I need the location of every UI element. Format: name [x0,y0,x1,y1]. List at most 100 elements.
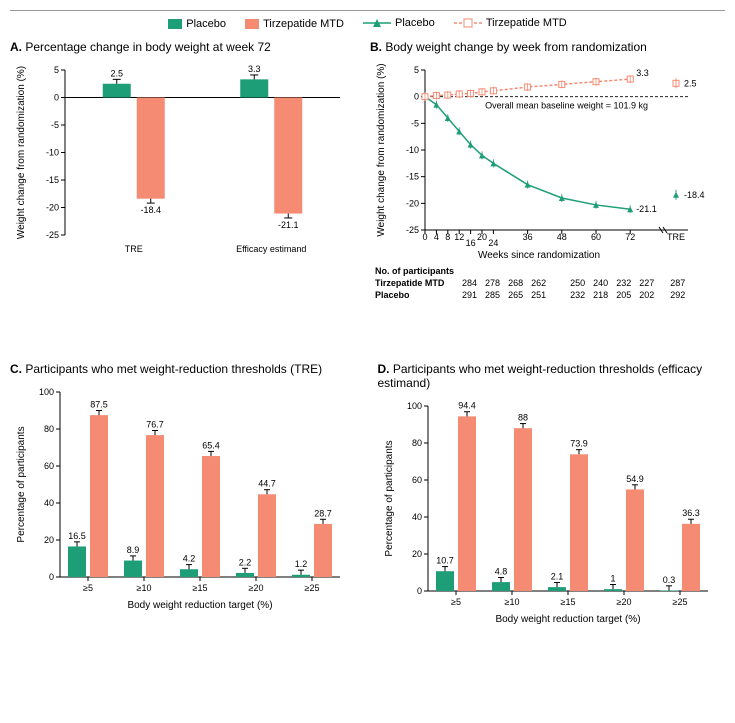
svg-text:4.2: 4.2 [183,554,196,564]
svg-text:20: 20 [411,549,421,559]
svg-text:87.5: 87.5 [90,400,108,410]
svg-text:4.8: 4.8 [494,566,507,576]
svg-text:1.2: 1.2 [295,559,308,569]
line-mark-tirz [454,17,482,29]
svg-text:Weight change from randomizati: Weight change from randomization (%) [376,63,387,236]
svg-text:0.3: 0.3 [662,575,675,585]
svg-text:≥5: ≥5 [451,597,461,607]
svg-text:54.9: 54.9 [626,474,644,484]
legend-top: Placebo Tirzepatide MTD Placebo Tirzepat… [10,10,725,32]
chart-d: 020406080100Percentage of participants≥5… [378,396,718,626]
svg-text:20: 20 [477,232,487,242]
panel-b: B. Body weight change by week from rando… [370,40,730,302]
panel-a: A. Percentage change in body weight at w… [10,40,350,302]
svg-text:TRE: TRE [667,232,685,242]
svg-text:60: 60 [411,475,421,485]
panel-c: C. Participants who met weight-reduction… [10,362,358,626]
svg-text:65.4: 65.4 [202,440,220,450]
svg-text:≥25: ≥25 [305,583,320,593]
svg-text:-15: -15 [406,172,419,182]
svg-text:16: 16 [466,238,476,248]
svg-text:≥5: ≥5 [83,583,93,593]
legend-placebo-bar: Placebo [168,18,226,30]
legend-tirz-bar: Tirzepatide MTD [245,18,344,30]
svg-text:72: 72 [625,232,635,242]
svg-text:1: 1 [610,574,615,584]
svg-text:24: 24 [488,238,498,248]
svg-text:8.9: 8.9 [127,545,140,555]
svg-text:≥20: ≥20 [616,597,631,607]
svg-text:88: 88 [517,413,527,423]
legend-label: Placebo [186,18,226,30]
svg-text:28.7: 28.7 [314,508,332,518]
svg-text:94.4: 94.4 [458,401,476,411]
svg-text:60: 60 [591,232,601,242]
participants-table: No. of participantsTirzepatide MTD284278… [370,264,730,302]
svg-text:Weight change from randomizati: Weight change from randomization (%) [16,66,27,239]
svg-text:≥15: ≥15 [560,597,575,607]
svg-text:≥25: ≥25 [672,597,687,607]
svg-text:60: 60 [44,461,54,471]
svg-text:-25: -25 [46,230,59,240]
legend-label: Placebo [395,17,435,29]
svg-text:44.7: 44.7 [258,479,276,489]
panel-a-title: A. Percentage change in body weight at w… [10,40,350,54]
svg-text:0: 0 [416,586,421,596]
svg-text:10.7: 10.7 [436,556,454,566]
svg-text:40: 40 [411,512,421,522]
swatch-placebo [168,19,182,29]
svg-text:-21.1: -21.1 [278,220,299,230]
svg-text:≥15: ≥15 [193,583,208,593]
legend-label: Tirzepatide MTD [263,18,344,30]
svg-text:Body weight reduction target (: Body weight reduction target (%) [495,614,640,625]
svg-text:-15: -15 [46,175,59,185]
svg-text:-20: -20 [46,203,59,213]
svg-text:-18.4: -18.4 [684,190,705,200]
svg-text:12: 12 [454,232,464,242]
svg-text:0: 0 [54,93,59,103]
svg-text:36: 36 [523,232,533,242]
svg-text:2.2: 2.2 [239,557,252,567]
svg-text:-10: -10 [46,148,59,158]
svg-text:76.7: 76.7 [146,419,164,429]
svg-text:-10: -10 [406,145,419,155]
svg-text:80: 80 [44,424,54,434]
legend-label: Tirzepatide MTD [486,17,567,29]
svg-text:5: 5 [414,65,419,75]
svg-text:100: 100 [39,387,54,397]
svg-text:-21.1: -21.1 [636,204,657,214]
svg-text:-25: -25 [406,225,419,235]
svg-text:≥20: ≥20 [249,583,264,593]
svg-text:3.3: 3.3 [248,64,261,74]
svg-text:2.5: 2.5 [684,78,697,88]
svg-text:Weeks since randomization: Weeks since randomization [478,250,600,260]
chart-a: -25 -20 -15 -10 -5 0 5 Weight change from rando… [10,60,350,260]
svg-text:0: 0 [414,92,419,102]
svg-text:20: 20 [44,535,54,545]
panel-c-title: C. Participants who met weight-reduction… [10,362,358,376]
svg-text:100: 100 [406,401,421,411]
panel-d-title: D. Participants who met weight-reduction… [378,362,726,390]
svg-text:-5: -5 [51,120,59,130]
svg-text:-5: -5 [411,118,419,128]
svg-text:5: 5 [54,65,59,75]
svg-text:Body weight reduction target (: Body weight reduction target (%) [127,600,272,611]
svg-text:3.3: 3.3 [636,68,649,78]
svg-text:8: 8 [445,232,450,242]
svg-text:40: 40 [44,498,54,508]
chart-b: -25 -20 -15 -10 -5 0 5 Weight change from rando… [370,60,730,260]
legend-tirz-line: Tirzepatide MTD [454,17,567,29]
swatch-tirz [245,19,259,29]
panel-d: D. Participants who met weight-reduction… [378,362,726,626]
svg-text:80: 80 [411,438,421,448]
svg-text:0: 0 [49,572,54,582]
svg-text:TRE: TRE [125,244,143,254]
legend-placebo-line: Placebo [363,17,435,29]
chart-c: 020406080100Percentage of participants≥5… [10,382,350,612]
line-mark-placebo [363,17,391,29]
svg-text:-18.4: -18.4 [140,205,161,215]
panel-b-title: B. Body weight change by week from rando… [370,40,730,54]
svg-text:-20: -20 [406,198,419,208]
svg-text:16.5: 16.5 [68,531,86,541]
svg-text:Overall mean baseline weight =: Overall mean baseline weight = 101.9 kg [485,101,648,111]
